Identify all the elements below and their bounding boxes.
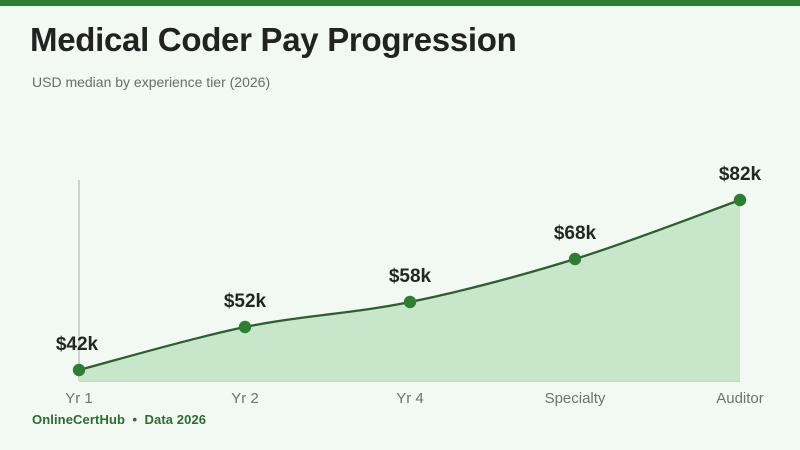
svg-text:$58k: $58k (389, 266, 432, 287)
svg-text:Yr 1: Yr 1 (65, 390, 93, 407)
svg-text:$52k: $52k (224, 291, 267, 312)
svg-text:$68k: $68k (554, 223, 597, 244)
svg-text:$42k: $42k (56, 334, 99, 355)
svg-text:Auditor: Auditor (716, 390, 764, 407)
svg-text:Yr 4: Yr 4 (396, 390, 424, 407)
svg-text:Specialty: Specialty (545, 390, 606, 407)
svg-text:$82k: $82k (719, 164, 762, 185)
svg-text:Yr 2: Yr 2 (231, 390, 259, 407)
